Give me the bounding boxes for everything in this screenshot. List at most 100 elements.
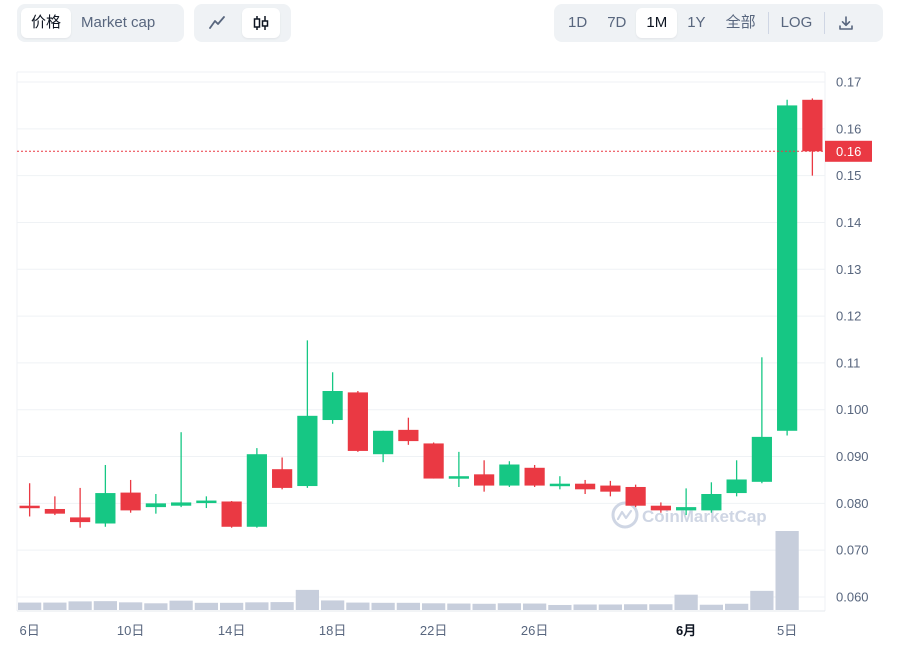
x-tick-label: 18日 bbox=[319, 623, 346, 638]
divider bbox=[824, 12, 826, 34]
volume-bar bbox=[598, 604, 622, 610]
candle-body-down bbox=[19, 505, 40, 509]
volume-bar bbox=[573, 604, 597, 610]
volume-bar bbox=[169, 600, 193, 610]
candle-body-down bbox=[272, 469, 293, 488]
candle-body-down bbox=[650, 505, 671, 511]
current-price-tag bbox=[825, 140, 872, 162]
volume-bar bbox=[43, 602, 67, 610]
candle-body-up bbox=[448, 476, 469, 479]
current-price-label: 0.16 bbox=[836, 144, 861, 159]
watermark-logo-icon bbox=[611, 501, 639, 529]
candle-body-up bbox=[95, 493, 116, 524]
tab-price[interactable]: 价格 bbox=[21, 8, 72, 38]
volume-bar bbox=[93, 601, 117, 610]
candle-body-down bbox=[474, 474, 495, 486]
candle-body-up bbox=[297, 415, 318, 487]
range-1m[interactable]: 1M bbox=[636, 8, 678, 38]
x-tick-label: 10日 bbox=[117, 623, 144, 638]
volume-bar bbox=[295, 589, 319, 610]
x-tick-label: 26日 bbox=[521, 623, 548, 638]
volume-bar bbox=[523, 603, 547, 610]
download-icon[interactable] bbox=[827, 8, 865, 38]
candle-body-down bbox=[120, 492, 141, 511]
candle-body-down bbox=[423, 443, 444, 479]
y-tick-label: 0.17 bbox=[836, 75, 861, 90]
candle-body-down bbox=[347, 392, 368, 451]
volume-bar bbox=[447, 603, 471, 610]
volume-bar bbox=[548, 604, 572, 610]
candle-body-up bbox=[701, 494, 722, 511]
range-all[interactable]: 全部 bbox=[725, 14, 756, 31]
candle-body-down bbox=[44, 508, 65, 514]
chart-toolbar: 价格 Market cap 1D 7D 1M 1Y 全部 LOG bbox=[0, 4, 900, 44]
y-tick-label: 0.15 bbox=[836, 168, 861, 183]
candle-body-up bbox=[322, 391, 343, 421]
x-tick-label: 22日 bbox=[420, 623, 447, 638]
candle-body-down bbox=[524, 467, 545, 486]
candle-body-down bbox=[575, 483, 596, 490]
volume-bar bbox=[497, 603, 521, 610]
volume-bar bbox=[624, 604, 648, 610]
y-tick-label: 0.12 bbox=[836, 309, 861, 324]
range-1y[interactable]: 1Y bbox=[687, 14, 706, 31]
candle-body-up bbox=[751, 436, 772, 482]
volume-bar bbox=[119, 602, 143, 610]
candle-body-up bbox=[549, 483, 570, 487]
volume-bar bbox=[245, 602, 269, 610]
log-toggle[interactable]: LOG bbox=[780, 14, 813, 31]
candle-body-up bbox=[373, 430, 394, 455]
tab-market-cap[interactable]: Market cap bbox=[81, 14, 156, 31]
chart-type-group bbox=[194, 4, 291, 42]
candle-body-up bbox=[777, 105, 798, 431]
x-tick-label: 6日 bbox=[20, 623, 40, 638]
y-tick-label: 0.13 bbox=[836, 262, 861, 277]
range-1d[interactable]: 1D bbox=[568, 14, 588, 31]
volume-bar bbox=[750, 590, 774, 610]
y-tick-label: 0.070 bbox=[836, 543, 869, 558]
volume-bar bbox=[270, 602, 294, 610]
candle-body-up bbox=[676, 507, 697, 511]
volume-bar bbox=[396, 602, 420, 610]
y-tick-label: 0.100 bbox=[836, 402, 869, 417]
volume-bar bbox=[775, 531, 799, 610]
candle-body-down bbox=[625, 486, 646, 506]
candle-body-up bbox=[145, 503, 166, 508]
x-tick-label: 14日 bbox=[218, 623, 245, 638]
x-tick-label: 6月 bbox=[676, 623, 696, 638]
volume-bar bbox=[346, 602, 370, 610]
volume-bar bbox=[699, 604, 723, 610]
candle-body-up bbox=[171, 502, 192, 506]
y-tick-label: 0.060 bbox=[836, 590, 869, 605]
volume-bar bbox=[422, 603, 446, 610]
volume-bar bbox=[321, 600, 345, 610]
volume-bar bbox=[725, 603, 749, 610]
candlestick-icon[interactable] bbox=[242, 8, 280, 38]
candle-body-down bbox=[70, 517, 91, 523]
y-tick-label: 0.080 bbox=[836, 496, 869, 511]
candle-body-down bbox=[398, 429, 419, 442]
watermark-text: CoinMarketCap bbox=[642, 507, 767, 526]
candle-body-up bbox=[196, 500, 217, 504]
volume-bar bbox=[674, 594, 698, 610]
line-chart-icon[interactable] bbox=[198, 8, 236, 38]
volume-bar bbox=[649, 604, 673, 610]
y-tick-label: 0.11 bbox=[836, 355, 860, 370]
divider bbox=[767, 12, 769, 34]
watermark-logo-mark bbox=[616, 509, 633, 521]
range-group: 1D 7D 1M 1Y 全部 LOG bbox=[554, 4, 883, 42]
candle-body-up bbox=[726, 479, 747, 494]
volume-bar bbox=[144, 603, 168, 610]
volume-bar bbox=[371, 602, 395, 610]
candle-body-down bbox=[600, 485, 621, 492]
candle-body-down bbox=[802, 99, 823, 152]
volume-bar bbox=[194, 602, 218, 610]
y-tick-label: 0.14 bbox=[836, 215, 861, 230]
volume-bar bbox=[68, 601, 92, 610]
range-7d[interactable]: 7D bbox=[607, 14, 627, 31]
candle-body-down bbox=[221, 501, 242, 527]
volume-bar bbox=[472, 603, 496, 610]
volume-bar bbox=[220, 602, 244, 610]
y-tick-label: 0.16 bbox=[836, 121, 861, 136]
